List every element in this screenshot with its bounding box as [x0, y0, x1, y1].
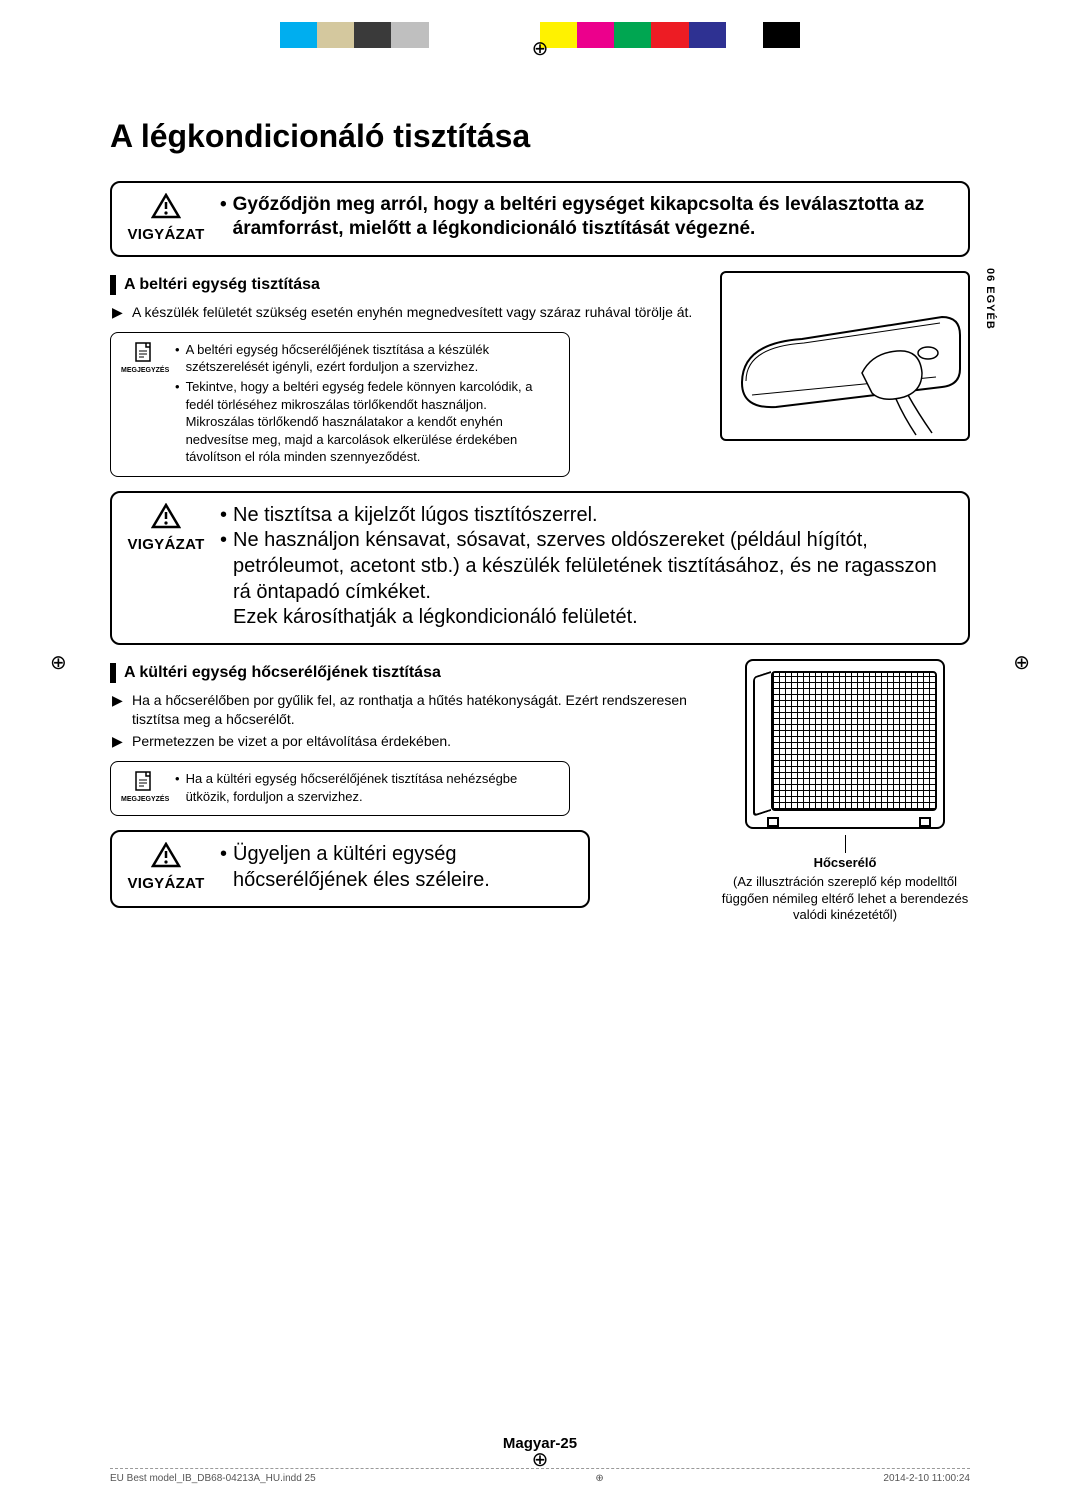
figure-caption: Hőcserélő — [720, 855, 970, 870]
page-content: A légkondicionáló tisztítása VIGYÁZAT •G… — [0, 48, 1080, 924]
warning-icon — [151, 842, 181, 868]
note-body: •A beltéri egység hőcserélőjének tisztít… — [175, 341, 559, 468]
note-icon — [133, 341, 153, 363]
heading-bar — [110, 275, 116, 295]
bullet-dot: • — [220, 528, 227, 630]
reg-mark-bottom-inline: ⊕ — [595, 1473, 603, 1484]
note-box: MEGJEGYZÉS •Ha a kültéri egység hőcserél… — [110, 761, 570, 816]
bullet-dot: • — [175, 341, 180, 376]
list-arrow-icon: ▶ — [112, 732, 126, 751]
caution-body: •Ügyeljen a kültéri egység hőcserélőjéne… — [220, 842, 574, 893]
caution-box-main: VIGYÁZAT •Győződjön meg arról, hogy a be… — [110, 181, 970, 257]
subheading-text: A kültéri egység hőcserélőjének tisztítá… — [124, 664, 441, 682]
bullet-dot: • — [220, 842, 227, 893]
bullet-dot: • — [175, 770, 180, 805]
pointer-line — [845, 835, 846, 853]
print-date: 2014-2-10 11:00:24 — [883, 1473, 970, 1484]
list-arrow-icon: ▶ — [112, 303, 126, 322]
illustration-outdoor-unit — [745, 659, 945, 829]
note-label: MEGJEGYZÉS — [121, 770, 165, 807]
section-outdoor: A kültéri egység hőcserélőjének tisztítá… — [110, 659, 970, 925]
note-text: Ha a kültéri egység hőcserélőjének tiszt… — [186, 770, 559, 805]
caution-text: Ügyeljen a kültéri egység hőcserélőjének… — [233, 842, 574, 893]
note-label: MEGJEGYZÉS — [121, 341, 165, 468]
caution-box-3: VIGYÁZAT •Ügyeljen a kültéri egység hőcs… — [110, 830, 590, 907]
note-label-text: MEGJEGYZÉS — [121, 367, 165, 374]
caution-label: VIGYÁZAT — [126, 193, 206, 243]
bullet-dot: • — [220, 193, 227, 242]
caution-text: Győződjön meg arról, hogy a beltéri egys… — [233, 193, 954, 242]
note-text: Tekintve, hogy a beltéri egység fedele k… — [186, 378, 559, 466]
subheading: A beltéri egység tisztítása — [110, 275, 696, 295]
caution-label: VIGYÁZAT — [126, 503, 206, 553]
warning-icon — [151, 503, 181, 529]
illustration-outdoor-wrap: Hőcserélő (Az illusztráción szereplő kép… — [720, 659, 970, 925]
note-text: A beltéri egység hőcserélőjének tisztítá… — [186, 341, 559, 376]
page-title: A légkondicionáló tisztítása — [110, 118, 970, 155]
caution-body: •Ne tisztítsa a kijelzőt lúgos tisztítós… — [220, 503, 954, 631]
caution-label-text: VIGYÁZAT — [126, 536, 206, 553]
caution-label-text: VIGYÁZAT — [126, 226, 206, 243]
note-icon — [133, 770, 153, 792]
subheading-text: A beltéri egység tisztítása — [124, 276, 320, 294]
caution-box-2: VIGYÁZAT •Ne tisztítsa a kijelzőt lúgos … — [110, 491, 970, 645]
caution-text-tail: Ezek károsíthatják a légkondicionáló fel… — [233, 606, 638, 628]
caution-text: Ne használjon kénsavat, sósavat, szerves… — [233, 529, 937, 602]
section-indoor: A beltéri egység tisztítása ▶ A készülék … — [110, 271, 970, 477]
print-filename: EU Best model_IB_DB68-04213A_HU.indd 25 — [110, 1473, 316, 1484]
body-list: ▶ A készülék felületét szükség esetén eny… — [112, 303, 696, 322]
figure-note: (Az illusztráción szereplő kép modelltől… — [720, 874, 970, 925]
warning-icon — [151, 193, 181, 219]
note-label-text: MEGJEGYZÉS — [121, 796, 165, 803]
caution-label-text: VIGYÁZAT — [126, 875, 206, 892]
print-metadata: EU Best model_IB_DB68-04213A_HU.indd 25 … — [110, 1468, 970, 1484]
note-body: •Ha a kültéri egység hőcserélőjének tisz… — [175, 770, 559, 807]
bullet-dot: • — [220, 503, 227, 529]
bullet-dot: • — [175, 378, 180, 466]
caution-label: VIGYÁZAT — [126, 842, 206, 892]
body-list: ▶Ha a hőcserélőben por gyűlik fel, az ro… — [112, 691, 696, 752]
caution-body: •Győződjön meg arról, hogy a beltéri egy… — [220, 193, 954, 242]
note-box: MEGJEGYZÉS •A beltéri egység hőcserélőjé… — [110, 332, 570, 477]
page-footer: Magyar-25 — [0, 1435, 1080, 1452]
list-item-text: A készülék felületét szükség esetén enyh… — [132, 303, 692, 322]
illustration-indoor-unit — [720, 271, 970, 441]
list-item-text: Permetezzen be vizet a por eltávolítása … — [132, 732, 451, 751]
caution-text: Ne tisztítsa a kijelzőt lúgos tisztítósz… — [233, 503, 598, 529]
heading-bar — [110, 663, 116, 683]
list-arrow-icon: ▶ — [112, 691, 126, 729]
subheading: A kültéri egység hőcserélőjének tisztítá… — [110, 663, 696, 683]
list-item-text: Ha a hőcserélőben por gyűlik fel, az ron… — [132, 691, 696, 729]
